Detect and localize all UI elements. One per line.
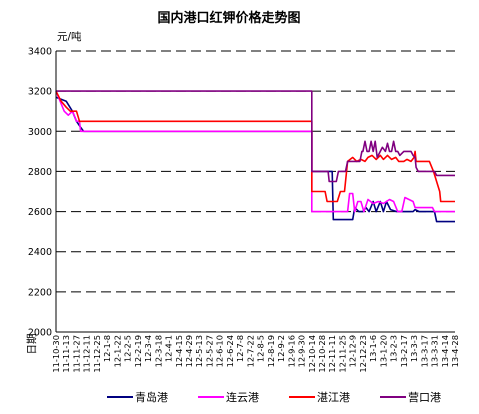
x-tick-label: 12-3-18 bbox=[153, 335, 163, 367]
x-tick-label: 12-1-8 bbox=[102, 335, 112, 362]
x-tick-label: 12-6-10 bbox=[215, 335, 225, 367]
x-tick-label: 12-11-11 bbox=[327, 335, 337, 373]
legend: 青岛港 连云港 湛江港 营口港 bbox=[107, 390, 441, 404]
x-tick-label: 12-9-30 bbox=[297, 335, 307, 367]
legend-label: 青岛港 bbox=[135, 390, 168, 404]
x-tick-label: 12-7-22 bbox=[245, 335, 255, 367]
series-line-1 bbox=[55, 90, 455, 213]
y-tick-label: 2000 bbox=[28, 328, 52, 339]
series-line-3 bbox=[56, 90, 455, 183]
y-axis-label: 元/吨 bbox=[57, 30, 82, 43]
series-lines bbox=[55, 90, 455, 223]
y-tick-label: 2600 bbox=[28, 207, 52, 218]
x-tick-label: 13-4-14 bbox=[440, 335, 450, 367]
x-tick-label: 13-2-3 bbox=[389, 335, 399, 362]
x-tick-label: 13-1-6 bbox=[368, 335, 378, 362]
x-tick-label: 11-11-27 bbox=[71, 335, 81, 373]
series-line-2 bbox=[55, 90, 455, 203]
x-tick-label: 12-1-22 bbox=[112, 335, 122, 367]
x-tick-label: 12-2-5 bbox=[123, 335, 133, 362]
x-tick-label: 12-9-16 bbox=[286, 335, 296, 367]
x-tick-label: 12-5-27 bbox=[204, 335, 214, 367]
x-tick-label: 12-5-13 bbox=[194, 335, 204, 367]
y-tick-label: 3200 bbox=[28, 87, 52, 98]
x-tick-label: 12-9-2 bbox=[276, 335, 286, 362]
y-tick-label: 2200 bbox=[28, 287, 52, 298]
x-tick-label: 13-3-17 bbox=[419, 335, 429, 367]
x-tick-label: 12-8-5 bbox=[256, 335, 266, 362]
x-tick-label: 12-11-25 bbox=[337, 335, 347, 373]
x-tick-label: 13-1-20 bbox=[378, 335, 388, 367]
x-tick-label: 13-4-28 bbox=[450, 335, 460, 367]
legend-label: 连云港 bbox=[226, 391, 259, 404]
x-tick-label: 13-3-3 bbox=[409, 335, 419, 362]
grid-lines bbox=[56, 50, 455, 293]
y-tick-label: 3000 bbox=[28, 127, 52, 138]
y-tick-label: 3400 bbox=[28, 47, 52, 58]
x-tick-label: 12-4-15 bbox=[174, 335, 184, 367]
x-tick-label: 12-4-29 bbox=[184, 335, 194, 367]
x-tick-label: 12-4-1 bbox=[164, 335, 174, 362]
y-tick-label: 2400 bbox=[28, 247, 52, 258]
x-tick-label: 12-12-9 bbox=[348, 335, 358, 367]
x-tick-label: 12-7-8 bbox=[235, 335, 245, 362]
x-tick-label: 12-6-24 bbox=[225, 335, 235, 367]
x-tick-label: 12-2-19 bbox=[133, 335, 143, 367]
x-tick-label: 13-3-31 bbox=[430, 335, 440, 367]
x-tick-label: 11-12-11 bbox=[82, 335, 92, 373]
x-tick-label: 12-10-28 bbox=[317, 335, 327, 373]
x-tick-label: 12-8-19 bbox=[266, 335, 276, 367]
chart-title: 国内港口红钾价格走势图 bbox=[157, 10, 300, 26]
legend-label: 营口港 bbox=[408, 390, 441, 404]
x-tick-label: 11-12-25 bbox=[92, 335, 102, 373]
x-tick-label: 12-12-23 bbox=[358, 335, 368, 373]
x-tick-label: 11-10-30 bbox=[51, 335, 61, 373]
x-tick-label: 13-2-17 bbox=[399, 335, 409, 367]
series-line-0 bbox=[55, 96, 455, 223]
x-tick-label: 11-11-13 bbox=[61, 335, 71, 373]
x-axis-label: 日期 bbox=[26, 334, 38, 355]
y-tick-label: 2800 bbox=[28, 167, 52, 178]
y-tick-labels: 2000 2200 2400 2600 2800 3000 3200 3400 bbox=[28, 47, 52, 339]
x-tick-label: 12-10-14 bbox=[307, 335, 317, 373]
x-tick-labels: 11-10-30 11-11-13 11-11-27 11-12-11 11-12-25… bbox=[51, 335, 460, 373]
x-tick-label: 12-3-4 bbox=[143, 335, 153, 362]
legend-label: 湛江港 bbox=[317, 391, 350, 404]
